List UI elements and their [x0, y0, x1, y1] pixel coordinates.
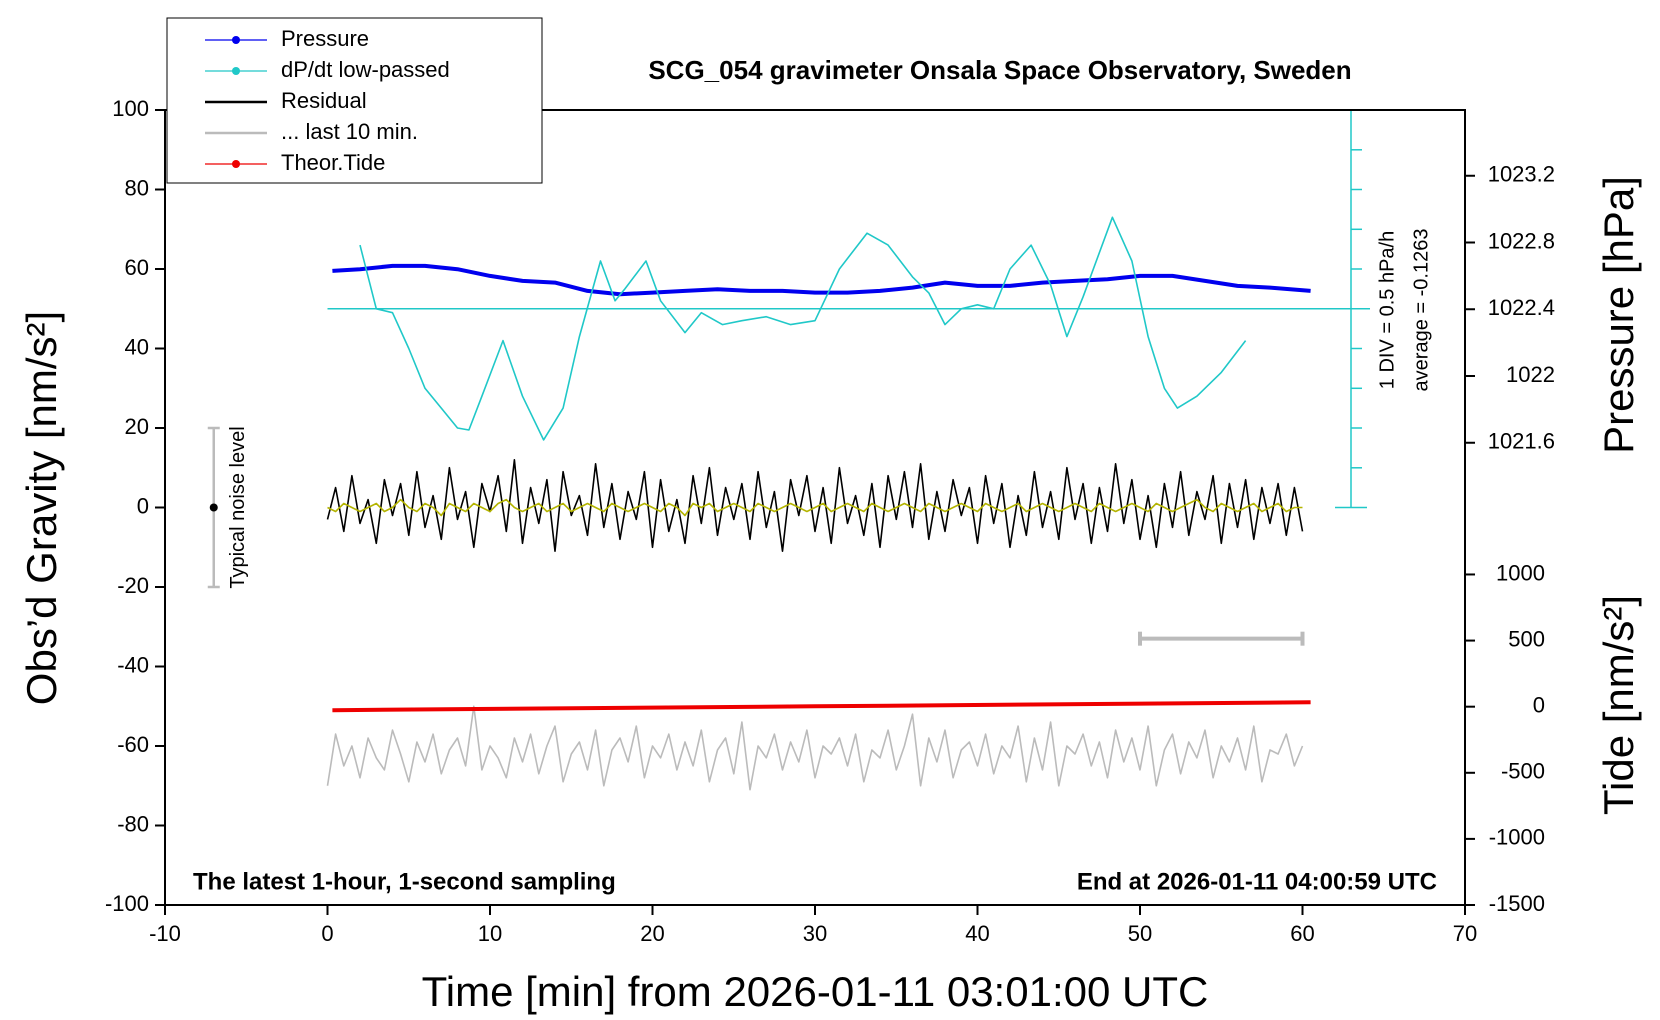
y-axis-label: Obs’d Gravity [nm/s²]: [18, 311, 65, 705]
dpdt-scale-label: 1 DIV = 0.5 hPa/h: [1376, 231, 1398, 389]
series-line: [332, 263, 1311, 297]
series-line: [359, 216, 1247, 441]
legend-label: ... last 10 min.: [281, 119, 418, 144]
y2-tick-label: 1021.6: [1488, 429, 1555, 454]
series-line: [327, 498, 1303, 517]
legend-label: Pressure: [281, 26, 369, 51]
legend-marker: [232, 67, 240, 75]
y3-axis-label: Tide [nm/s²]: [1595, 595, 1642, 815]
legend-box: [166, 17, 543, 184]
noise-label: Typical noise level: [227, 426, 249, 588]
x-tick-label: 20: [640, 921, 664, 946]
y-tick-label: -40: [117, 652, 149, 677]
y-tick-label: 0: [137, 493, 149, 518]
y-tick-label: -80: [117, 811, 149, 836]
y3-tick-label: -1500: [1489, 891, 1545, 916]
y-tick-label: 20: [125, 414, 149, 439]
y-tick-label: -100: [105, 891, 149, 916]
y2-axis-label: Pressure [hPa]: [1595, 176, 1642, 454]
x-tick-label: 60: [1290, 921, 1314, 946]
legend-label: Residual: [281, 88, 367, 113]
legend-marker: [232, 36, 240, 44]
y-tick-label: 80: [125, 175, 149, 200]
y3-tick-label: -1000: [1489, 825, 1545, 850]
dpdt-average-label: average = -0.1263: [1410, 229, 1432, 392]
y-tick-label: -60: [117, 732, 149, 757]
footer-right: End at 2026-01-11 04:00:59 UTC: [1077, 868, 1437, 895]
y3-tick-label: 1000: [1496, 560, 1545, 585]
y-tick-label: -20: [117, 573, 149, 598]
x-tick-label: 50: [1128, 921, 1152, 946]
legend-label: Theor.Tide: [281, 150, 385, 175]
y3-tick-label: 0: [1533, 692, 1545, 717]
x-tick-label: 10: [478, 921, 502, 946]
x-tick-label: 40: [965, 921, 989, 946]
y-tick-label: 100: [112, 96, 149, 121]
y2-tick-label: 1022.8: [1488, 228, 1555, 253]
y2-tick-label: 1023.2: [1488, 162, 1555, 187]
y-tick-label: 40: [125, 334, 149, 359]
y3-tick-label: -500: [1501, 759, 1545, 784]
legend-marker: [232, 160, 240, 168]
footer-left: The latest 1-hour, 1-second sampling: [193, 868, 616, 895]
y2-tick-label: 1022.4: [1488, 295, 1555, 320]
x-tick-label: -10: [149, 921, 181, 946]
chart-title: SCG_054 gravimeter Onsala Space Observat…: [648, 55, 1351, 85]
legend-label: dP/dt low-passed: [281, 57, 450, 82]
x-tick-label: 30: [803, 921, 827, 946]
x-tick-label: 70: [1453, 921, 1477, 946]
y-tick-label: 60: [125, 255, 149, 280]
x-tick-label: 0: [321, 921, 333, 946]
noise-point: [209, 503, 218, 512]
y3-tick-label: 500: [1508, 626, 1545, 651]
series-line: [332, 700, 1311, 713]
x-axis-label: Time [min] from 2026-01-11 03:01:00 UTC: [422, 968, 1209, 1015]
series-line: [326, 705, 1304, 791]
y2-tick-label: 1022: [1506, 362, 1555, 387]
